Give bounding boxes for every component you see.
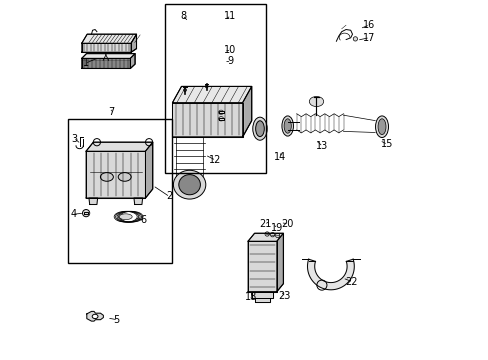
Ellipse shape — [173, 170, 205, 199]
Polygon shape — [242, 86, 251, 137]
Ellipse shape — [309, 96, 323, 107]
Text: 10: 10 — [224, 45, 236, 55]
Ellipse shape — [82, 210, 89, 217]
Text: 14: 14 — [273, 152, 285, 162]
Ellipse shape — [284, 119, 291, 133]
Text: 11: 11 — [224, 11, 236, 21]
Ellipse shape — [252, 117, 266, 140]
Polygon shape — [251, 292, 273, 298]
Polygon shape — [81, 54, 135, 58]
Polygon shape — [172, 86, 251, 103]
Ellipse shape — [218, 117, 223, 121]
Text: 12: 12 — [208, 155, 221, 165]
Text: 8: 8 — [180, 11, 186, 21]
Ellipse shape — [92, 314, 98, 319]
Ellipse shape — [282, 116, 293, 136]
Polygon shape — [276, 233, 283, 292]
Text: 1: 1 — [83, 58, 89, 68]
Polygon shape — [134, 198, 142, 204]
Text: 13: 13 — [315, 141, 327, 151]
Ellipse shape — [179, 175, 200, 195]
Polygon shape — [172, 103, 242, 137]
Polygon shape — [86, 151, 145, 198]
Ellipse shape — [377, 119, 385, 135]
Ellipse shape — [264, 232, 269, 236]
Text: 19: 19 — [270, 222, 283, 233]
Bar — [68, 119, 172, 263]
Text: 5: 5 — [113, 315, 120, 325]
Ellipse shape — [100, 172, 113, 181]
Polygon shape — [130, 54, 135, 68]
Text: 2: 2 — [165, 191, 172, 201]
Text: 23: 23 — [278, 291, 290, 301]
Text: 18: 18 — [244, 292, 257, 302]
Text: 22: 22 — [345, 276, 357, 287]
Text: 6: 6 — [140, 215, 146, 225]
Ellipse shape — [270, 233, 274, 237]
Ellipse shape — [375, 116, 387, 138]
Text: 9: 9 — [226, 56, 233, 66]
Ellipse shape — [183, 89, 186, 91]
Text: 21: 21 — [259, 219, 271, 229]
Polygon shape — [84, 212, 88, 214]
Ellipse shape — [352, 37, 357, 41]
Polygon shape — [81, 58, 130, 68]
Ellipse shape — [118, 172, 131, 181]
Text: 3: 3 — [71, 134, 78, 144]
Polygon shape — [307, 259, 354, 290]
Ellipse shape — [205, 85, 208, 88]
Text: 16: 16 — [362, 20, 374, 30]
Text: 17: 17 — [362, 33, 374, 43]
Text: 7: 7 — [108, 107, 114, 117]
Polygon shape — [218, 118, 223, 120]
Polygon shape — [81, 43, 131, 52]
Text: 15: 15 — [380, 139, 392, 149]
Bar — [165, 4, 265, 173]
Polygon shape — [218, 111, 223, 113]
Polygon shape — [255, 298, 269, 302]
Polygon shape — [145, 142, 152, 198]
Ellipse shape — [119, 214, 132, 220]
Text: 20: 20 — [281, 219, 293, 229]
Polygon shape — [247, 241, 276, 292]
Ellipse shape — [275, 233, 279, 238]
Polygon shape — [81, 34, 136, 43]
Polygon shape — [87, 311, 103, 321]
Polygon shape — [89, 198, 98, 204]
Ellipse shape — [255, 121, 264, 136]
Polygon shape — [131, 34, 136, 52]
Polygon shape — [247, 233, 283, 241]
Text: 4: 4 — [70, 209, 77, 219]
Ellipse shape — [218, 110, 223, 114]
Polygon shape — [86, 142, 152, 151]
